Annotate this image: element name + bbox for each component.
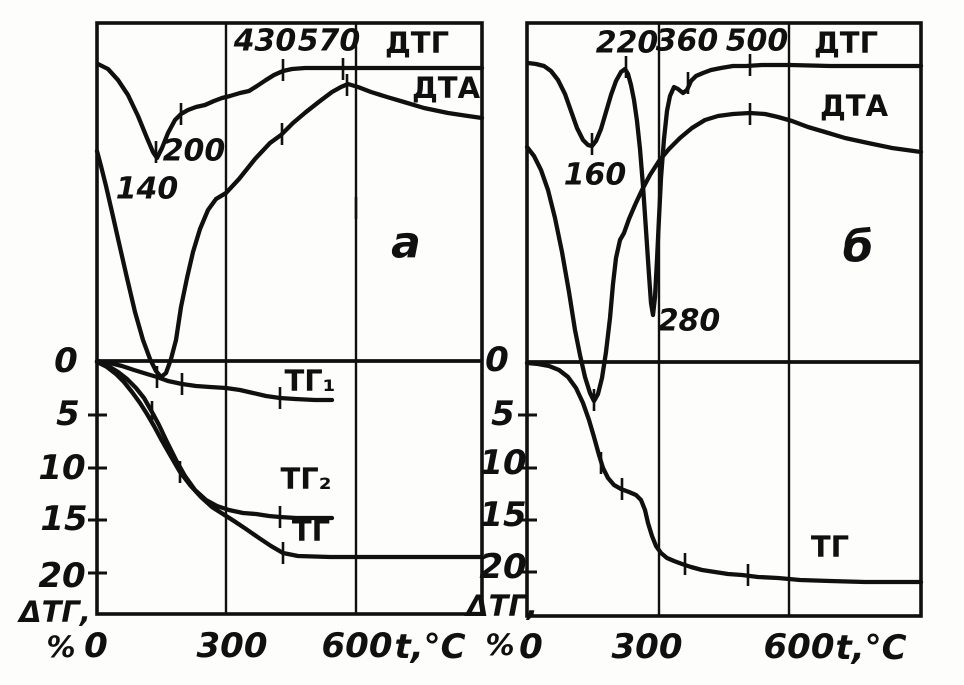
xtick-label-0: 0 [84,626,108,666]
yaxis-title-line2: % [485,628,514,662]
temp-label-280: 280 [658,304,721,339]
temp-label-570: 570 [298,24,361,59]
curve-dta [94,81,485,380]
xaxis-title: t,°C [394,627,465,667]
xtick-label-600: 600 [322,626,393,666]
curve-label-dtg: ДТГ [385,26,449,60]
curve-label-tg: ТГ [292,514,330,548]
temp-label-360: 360 [656,24,719,59]
ytick-label-0: 0 [54,341,78,381]
curve-tg [94,359,485,560]
temp-label-220: 220 [596,26,659,61]
yaxis-title-line1: ΔТГ, [464,589,538,623]
curve-label-dtg: ДТГ [814,26,878,60]
xtick-label-600: 600 [764,627,835,667]
curve-label-tg: ТГ [811,530,849,564]
xtick-label-300: 300 [612,627,683,667]
curve-label-dta: ДТА [820,89,889,123]
curve-dtg [525,60,924,318]
curve-label-tg1: ТГ₁ [285,364,336,398]
panel-letter-b: б [843,222,874,273]
yaxis-title-line1: ΔТГ, [17,595,91,629]
ytick-label-0: 0 [485,340,509,380]
xtick-label-300: 300 [197,626,268,666]
ytick-label-15: 15 [40,499,87,539]
curve-label-dta: ДТА [412,71,481,105]
ytick-label-10: 10 [38,448,85,488]
temp-label-160: 160 [564,158,627,193]
xtick-label-0: 0 [519,627,543,667]
temp-label-500: 500 [726,24,789,59]
curve-label-tg2: ТГ₂ [281,462,332,496]
ytick-label-20: 20 [38,556,85,596]
temp-label-200: 200 [163,134,226,169]
curve-dtg [95,61,485,161]
curve-tg1 [94,358,335,403]
ytick-label-20: 20 [479,547,526,587]
ytick-label-5: 5 [56,394,80,434]
xaxis-title: t,°C [835,628,906,668]
panel-frame [525,21,923,618]
panel-frame [95,21,484,616]
ytick-label-10: 10 [479,443,526,483]
temp-label-140: 140 [116,172,179,207]
temp-label-430: 430 [233,24,297,59]
yaxis-title-line2: % [46,630,75,664]
curve-dta [524,110,924,404]
panel-letter-a: а [391,218,421,269]
ytick-label-5: 5 [491,394,515,434]
ytick-label-15: 15 [479,495,526,535]
curve-tg [524,360,924,585]
